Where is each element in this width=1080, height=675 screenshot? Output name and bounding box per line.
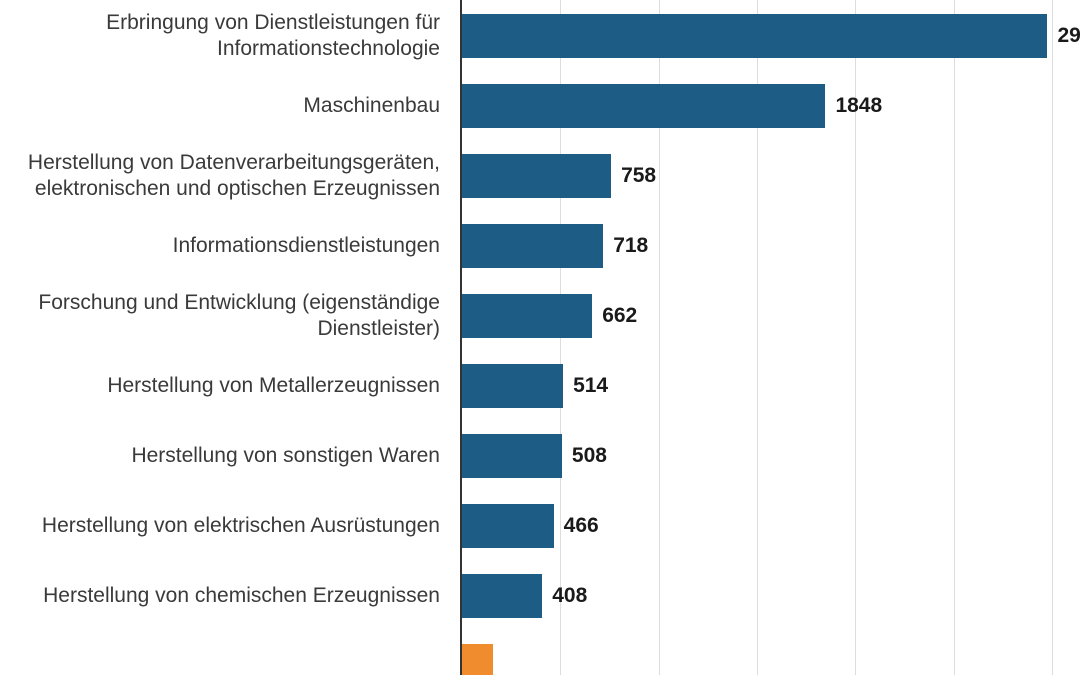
gridline bbox=[954, 0, 955, 675]
bar bbox=[462, 154, 611, 198]
bar-wrap: 466 bbox=[462, 504, 599, 548]
gridline bbox=[1052, 0, 1053, 675]
bar-wrap: 758 bbox=[462, 154, 656, 198]
bar-wrap bbox=[462, 644, 493, 675]
bar-wrap: 514 bbox=[462, 364, 608, 408]
bar bbox=[462, 364, 563, 408]
bar bbox=[462, 644, 493, 675]
bar-wrap: 662 bbox=[462, 294, 637, 338]
value-label: 718 bbox=[613, 234, 648, 258]
value-label: 508 bbox=[572, 444, 607, 468]
bar bbox=[462, 224, 603, 268]
category-label: Erbringung von Dienstleistungen für Info… bbox=[0, 8, 450, 64]
category-label: Herstellung von sonstigen Waren bbox=[0, 428, 450, 484]
value-label: 408 bbox=[552, 584, 587, 608]
value-label: 1848 bbox=[835, 94, 882, 118]
bar-wrap: 408 bbox=[462, 574, 587, 618]
category-label: Herstellung von Datenverarbeitungsgeräte… bbox=[0, 148, 450, 204]
bar bbox=[462, 84, 825, 128]
bar-wrap: 718 bbox=[462, 224, 648, 268]
category-label: Herstellung von Metallerzeugnissen bbox=[0, 358, 450, 414]
bar bbox=[462, 574, 542, 618]
value-label: 2977 bbox=[1057, 24, 1080, 48]
value-label: 514 bbox=[573, 374, 608, 398]
bar-wrap: 1848 bbox=[462, 84, 882, 128]
bar bbox=[462, 434, 562, 478]
bar bbox=[462, 504, 554, 548]
bar bbox=[462, 294, 592, 338]
category-label: Forschung und Entwicklung (eigenständige… bbox=[0, 288, 450, 344]
bar-wrap: 508 bbox=[462, 434, 607, 478]
category-label: Informationsdienstleistungen bbox=[0, 218, 450, 274]
category-label: Herstellung von elektrischen Ausrüstunge… bbox=[0, 498, 450, 554]
category-label: Maschinenbau bbox=[0, 78, 450, 134]
bar bbox=[462, 14, 1047, 58]
bar-wrap: 2977 bbox=[462, 14, 1080, 58]
value-label: 662 bbox=[602, 304, 637, 328]
value-label: 466 bbox=[564, 514, 599, 538]
category-label: Herstellung von chemischen Erzeugnissen bbox=[0, 568, 450, 624]
value-label: 758 bbox=[621, 164, 656, 188]
horizontal-bar-chart: Erbringung von Dienstleistungen für Info… bbox=[0, 0, 1080, 675]
